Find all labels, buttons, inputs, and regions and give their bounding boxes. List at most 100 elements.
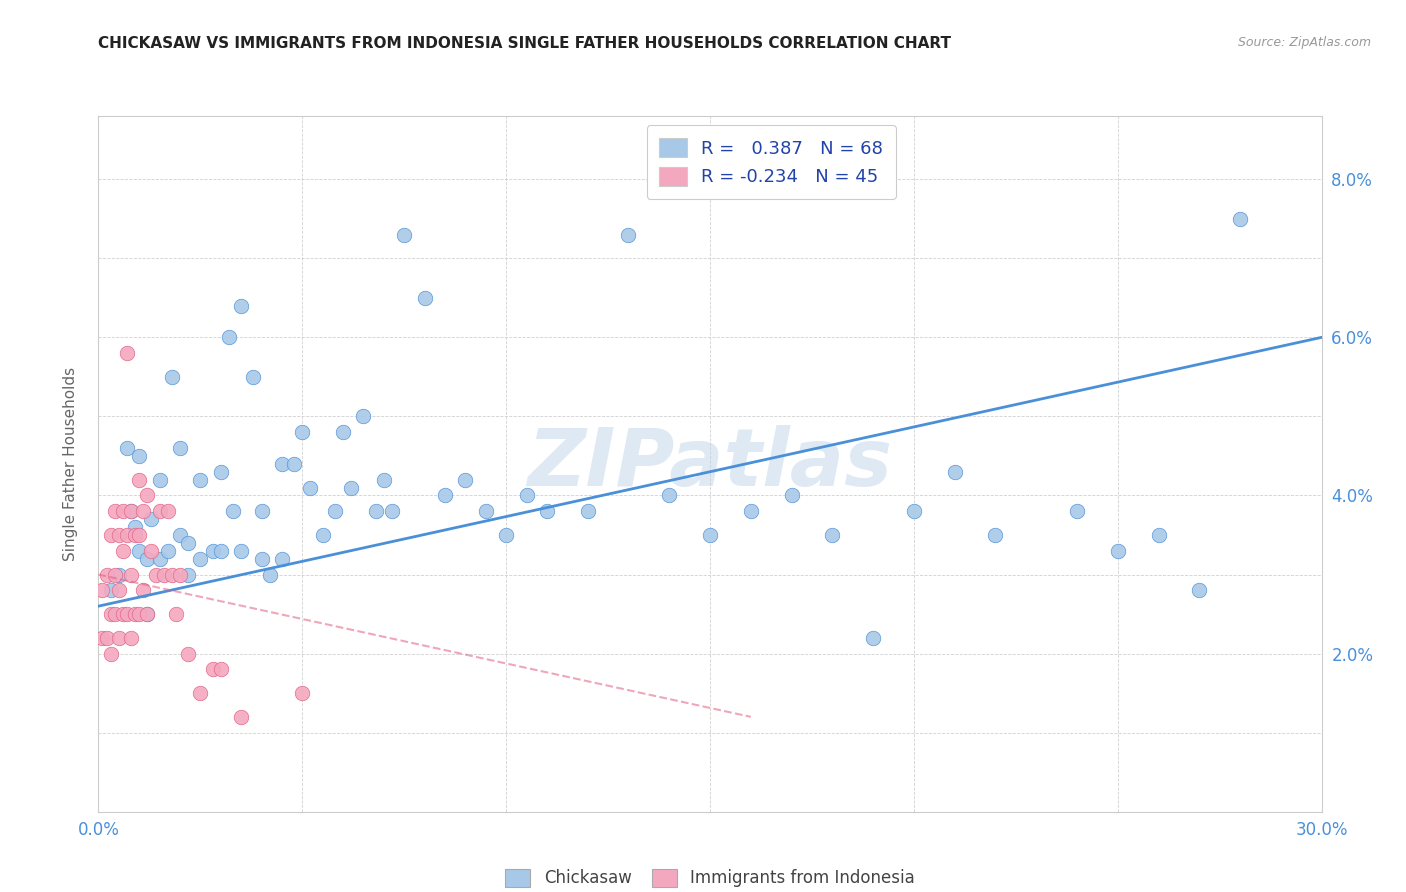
Point: [177, 567, 200, 582]
Point: [283, 457, 305, 471]
Point: [1229, 211, 1251, 226]
Point: [100, 607, 122, 621]
Point: [115, 441, 138, 455]
Point: [536, 504, 558, 518]
Point: [291, 425, 314, 440]
Point: [1147, 528, 1170, 542]
Point: [373, 473, 395, 487]
Point: [120, 504, 142, 518]
Point: [1066, 504, 1088, 518]
Point: [115, 528, 138, 542]
Point: [516, 488, 538, 502]
Point: [312, 528, 335, 542]
Point: [120, 504, 142, 518]
Point: [188, 686, 212, 700]
Point: [100, 647, 122, 661]
Point: [617, 227, 640, 242]
Point: [160, 369, 183, 384]
Point: [120, 567, 142, 582]
Point: [128, 543, 150, 558]
Point: [108, 631, 131, 645]
Point: [108, 567, 131, 582]
Point: [91, 631, 114, 645]
Point: [222, 504, 245, 518]
Point: [352, 409, 374, 424]
Point: [177, 536, 200, 550]
Point: [201, 543, 224, 558]
Point: [120, 631, 142, 645]
Point: [132, 583, 155, 598]
Point: [128, 449, 150, 463]
Point: [149, 504, 172, 518]
Point: [201, 662, 224, 676]
Point: [699, 528, 721, 542]
Point: [136, 551, 159, 566]
Point: [188, 551, 212, 566]
Point: [821, 528, 844, 542]
Point: [209, 543, 232, 558]
Point: [124, 528, 146, 542]
Point: [323, 504, 346, 518]
Point: [128, 473, 150, 487]
Point: [209, 465, 232, 479]
Point: [108, 583, 131, 598]
Point: [115, 607, 138, 621]
Point: [169, 528, 191, 542]
Point: [1107, 543, 1129, 558]
Point: [250, 551, 273, 566]
Point: [903, 504, 925, 518]
Point: [111, 504, 134, 518]
Point: [115, 346, 138, 360]
Text: ZIPatlas: ZIPatlas: [527, 425, 893, 503]
Point: [149, 473, 172, 487]
Text: Source: ZipAtlas.com: Source: ZipAtlas.com: [1237, 36, 1371, 49]
Text: CHICKASAW VS IMMIGRANTS FROM INDONESIA SINGLE FATHER HOUSEHOLDS CORRELATION CHAR: CHICKASAW VS IMMIGRANTS FROM INDONESIA S…: [98, 36, 952, 51]
Point: [96, 567, 118, 582]
Point: [250, 504, 273, 518]
Point: [780, 488, 803, 502]
Point: [242, 369, 264, 384]
Point: [740, 504, 762, 518]
Point: [91, 583, 114, 598]
Point: [381, 504, 404, 518]
Point: [96, 631, 118, 645]
Point: [231, 710, 253, 724]
Point: [218, 330, 240, 344]
Point: [100, 583, 122, 598]
Point: [943, 465, 966, 479]
Point: [100, 528, 122, 542]
Point: [156, 504, 179, 518]
Point: [340, 481, 363, 495]
Point: [259, 567, 281, 582]
Point: [454, 473, 477, 487]
Point: [104, 504, 127, 518]
Point: [413, 291, 436, 305]
Point: [104, 607, 127, 621]
Point: [177, 647, 200, 661]
Point: [145, 567, 167, 582]
Point: [149, 551, 172, 566]
Point: [862, 631, 884, 645]
Point: [209, 662, 232, 676]
Point: [299, 481, 322, 495]
Point: [124, 607, 146, 621]
Legend: Chickasaw, Immigrants from Indonesia: Chickasaw, Immigrants from Indonesia: [499, 862, 921, 892]
Point: [658, 488, 681, 502]
Point: [495, 528, 517, 542]
Point: [132, 504, 155, 518]
Y-axis label: Single Father Households: Single Father Households: [63, 367, 77, 561]
Point: [128, 528, 150, 542]
Point: [364, 504, 387, 518]
Point: [1188, 583, 1211, 598]
Point: [474, 504, 498, 518]
Point: [156, 543, 179, 558]
Point: [111, 543, 134, 558]
Point: [141, 543, 163, 558]
Point: [188, 473, 212, 487]
Point: [231, 299, 253, 313]
Point: [434, 488, 457, 502]
Point: [165, 607, 187, 621]
Point: [984, 528, 1007, 542]
Point: [152, 567, 174, 582]
Point: [108, 528, 131, 542]
